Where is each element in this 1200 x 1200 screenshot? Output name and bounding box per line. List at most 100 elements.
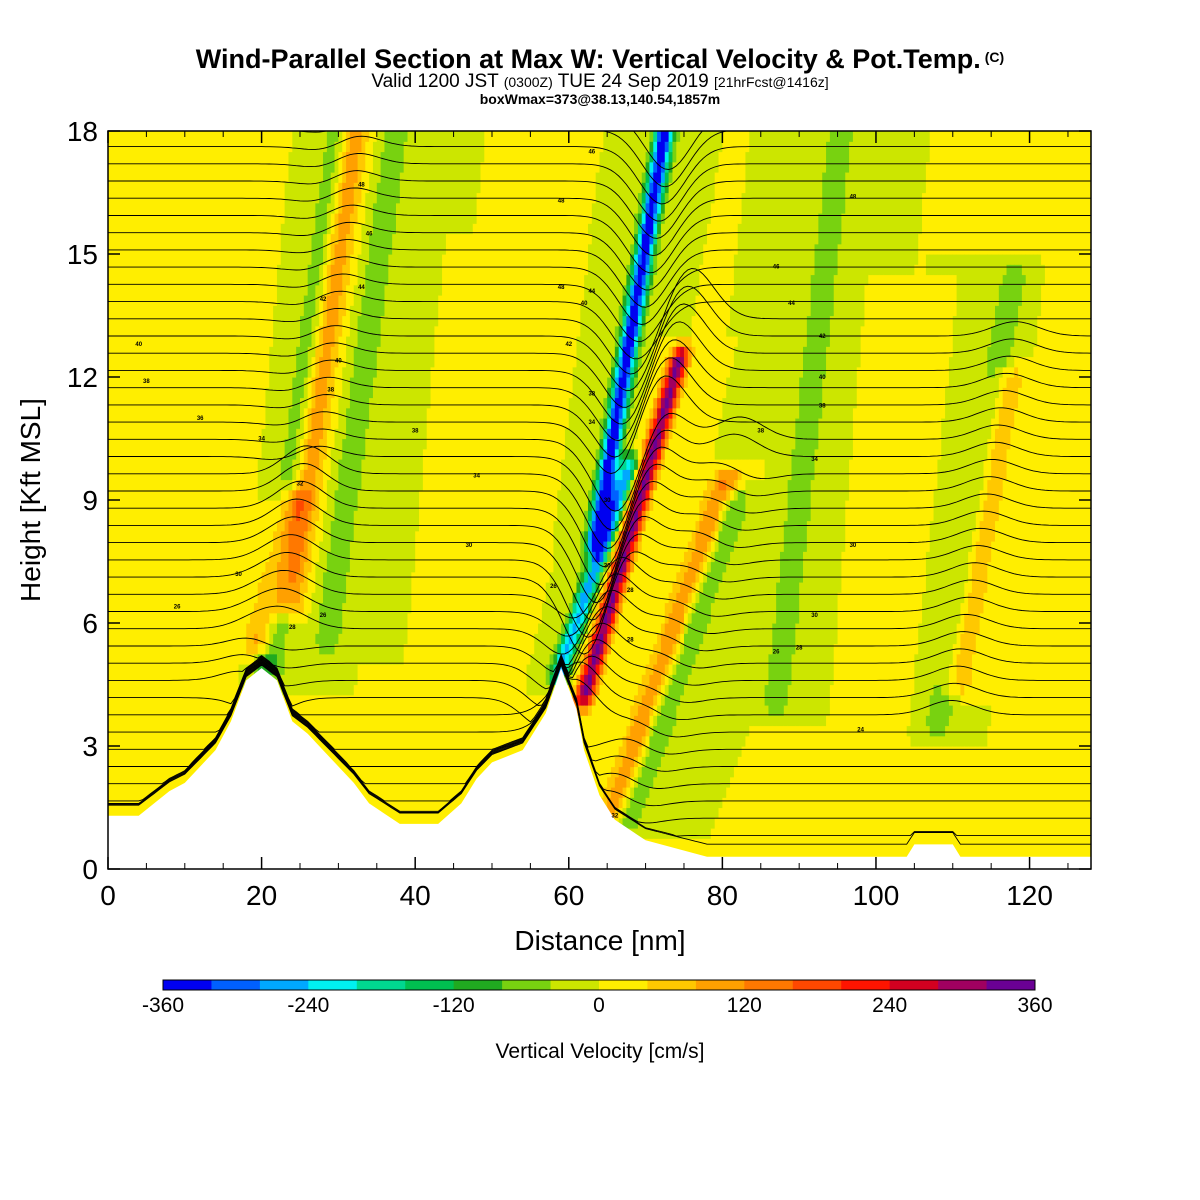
w-cell: [591, 551, 597, 563]
w-cell: [672, 582, 677, 604]
w-cell: [710, 202, 716, 481]
w-cell: [607, 428, 612, 440]
w-cell: [645, 161, 651, 173]
w-cell: [614, 397, 620, 440]
w-cell: [645, 520, 651, 665]
w-cell: [680, 346, 685, 358]
w-cell: [952, 643, 958, 696]
w-cell: [799, 131, 804, 378]
w-cell: [568, 643, 574, 655]
w-cell: [326, 202, 332, 235]
w-cell: [445, 233, 451, 869]
w-cell: [611, 633, 616, 645]
w-cell: [572, 633, 578, 645]
w-cell: [323, 233, 328, 265]
y-tick-label: 6: [82, 608, 98, 639]
theta-label: 40: [819, 375, 826, 381]
w-cell: [572, 653, 578, 665]
w-cell: [664, 397, 670, 409]
w-cell: [856, 131, 862, 368]
w-cell: [564, 612, 570, 624]
w-cell: [714, 459, 720, 470]
w-cell: [123, 131, 128, 869]
w-cell: [925, 715, 931, 727]
w-cell: [783, 131, 789, 522]
w-cell: [622, 469, 627, 491]
w-cell: [299, 438, 305, 470]
w-cell: [971, 561, 977, 655]
w-cell: [803, 131, 808, 347]
w-cell: [683, 131, 689, 337]
w-cell: [603, 397, 608, 419]
w-cell: [776, 725, 781, 869]
w-cell: [653, 131, 658, 142]
w-cell: [676, 141, 681, 337]
w-cell: [334, 489, 339, 645]
colorbar-label: Vertical Velocity [cm/s]: [496, 1040, 705, 1063]
w-cell: [714, 592, 720, 819]
w-cell: [649, 131, 654, 142]
w-cell: [250, 131, 255, 614]
colorbar-swatch: [211, 980, 261, 990]
w-cell: [323, 151, 328, 235]
w-cell: [845, 500, 850, 869]
w-cell: [676, 407, 681, 573]
w-cell: [914, 264, 919, 655]
w-cell: [699, 520, 704, 563]
w-cell: [361, 295, 366, 460]
w-cell: [733, 479, 739, 491]
w-cell: [922, 746, 927, 869]
w-cell: [288, 612, 293, 624]
w-cell: [561, 459, 566, 624]
w-cell: [311, 541, 316, 593]
w-cell: [580, 623, 585, 634]
w-cell: [626, 571, 631, 583]
theta-label: 28: [796, 646, 803, 652]
w-cell: [622, 571, 627, 583]
w-cell: [664, 377, 670, 388]
w-cell: [323, 264, 328, 296]
w-cell: [660, 418, 666, 429]
theta-contour: [108, 659, 1091, 772]
w-cell: [956, 694, 962, 747]
w-cell: [284, 510, 290, 604]
w-cell: [580, 305, 585, 532]
w-cell: [622, 336, 627, 347]
w-cell: [599, 623, 604, 634]
w-cell: [649, 233, 654, 245]
w-cell: [683, 377, 689, 388]
w-cell: [749, 459, 754, 481]
w-cell: [630, 387, 635, 399]
w-cell: [718, 459, 723, 470]
w-cell: [630, 776, 635, 788]
w-cell: [637, 264, 643, 296]
w-cell: [273, 305, 278, 501]
w-cell: [818, 131, 823, 214]
w-cell: [703, 510, 708, 552]
w-cell: [626, 469, 631, 481]
w-cell: [634, 213, 639, 235]
w-cell: [630, 541, 635, 552]
w-cell: [246, 653, 251, 665]
theta-label: 48: [558, 285, 565, 291]
w-cell: [461, 233, 466, 869]
w-cell: [660, 407, 666, 419]
w-cell: [634, 377, 639, 388]
w-cell: [637, 756, 643, 768]
w-cell: [564, 643, 570, 655]
w-cell: [299, 500, 305, 511]
w-cell: [649, 510, 654, 655]
w-cell: [641, 674, 647, 696]
w-cell: [1006, 254, 1011, 265]
w-cell: [280, 602, 286, 614]
w-cell: [303, 131, 309, 296]
w-cell: [626, 592, 631, 727]
w-cell: [299, 489, 305, 501]
w-cell: [657, 418, 662, 429]
w-cell: [703, 582, 708, 634]
w-cell: [603, 541, 608, 552]
w-cell: [683, 366, 689, 378]
w-cell: [691, 592, 697, 604]
w-cell: [595, 131, 601, 173]
w-cell: [699, 838, 704, 869]
